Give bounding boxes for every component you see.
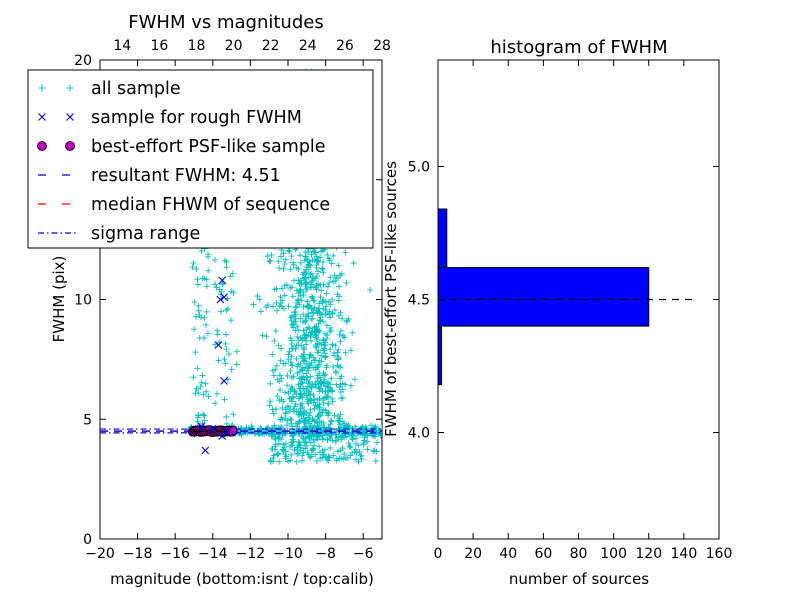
histogram-panel: histogram of FWHM number of sources FWHM… <box>382 37 732 588</box>
top-x-tick-label: 24 <box>299 38 317 54</box>
x-tick-label: 80 <box>570 546 588 562</box>
legend-marker <box>65 141 75 151</box>
x-tick-label: 20 <box>464 546 482 562</box>
scatter-bottom-ticks: −20 −18 −16 −14 −12 −10 −8 −6 <box>85 60 374 562</box>
scatter-title: FWHM vs magnitudes <box>128 12 323 33</box>
histogram-title: histogram of FWHM <box>490 37 667 58</box>
x-tick-label: −12 <box>236 546 266 562</box>
x-tick-label: −10 <box>273 546 303 562</box>
rough-point-b <box>220 293 228 301</box>
histogram-y-ticks: 4.0 4.5 5.0 <box>408 159 719 442</box>
rough-point-b <box>223 427 232 436</box>
legend-item-rough: sample for rough FWHM <box>38 108 302 128</box>
y-tick-label: 5 <box>83 412 92 428</box>
scatter-panel: FWHM vs magnitudes magnitude (bottom:isn… <box>27 12 391 588</box>
scatter-y-label: FWHM (pix) <box>50 256 68 343</box>
top-x-tick-label: 22 <box>262 38 280 54</box>
x-tick-label: 160 <box>706 546 733 562</box>
legend-label: all sample <box>91 79 181 99</box>
x-tick-label: −6 <box>353 546 374 562</box>
x-tick-label: −16 <box>160 546 190 562</box>
x-tick-label: 120 <box>635 546 662 562</box>
rough-point-b <box>201 446 210 455</box>
rough-point-b <box>197 422 206 431</box>
legend-label: resultant FWHM: 4.51 <box>91 166 281 186</box>
x-tick-label: 40 <box>499 546 517 562</box>
rough-sample-points <box>197 276 232 455</box>
histogram-x-ticks: 0 20 40 60 80 100 120 140 160 <box>434 60 733 562</box>
rough-point-b <box>208 424 217 433</box>
histogram-bar <box>437 208 448 269</box>
y-tick-label: 20 <box>74 53 92 69</box>
x-tick-label: 0 <box>434 546 443 562</box>
x-tick-label: −14 <box>198 546 228 562</box>
x-tick-label: −20 <box>85 546 115 562</box>
top-x-tick-label: 26 <box>336 38 354 54</box>
top-x-tick-label: 18 <box>188 38 206 54</box>
legend-item-result: resultant FWHM: 4.51 <box>38 166 281 186</box>
rough-point-b <box>220 377 228 385</box>
rough-point-b <box>218 432 227 440</box>
legend-frame <box>27 69 374 249</box>
histogram-bars <box>437 208 693 386</box>
top-x-tick-label: 16 <box>150 38 168 54</box>
scatter-legend: all sample sample for rough FWHM best-effo… <box>27 69 374 249</box>
x-tick-label: −18 <box>123 546 153 562</box>
top-x-tick-label: 14 <box>113 38 131 54</box>
histogram-y-label: FWHM of best-effort PSF-like sources <box>382 161 400 437</box>
rough-point-b <box>218 276 227 285</box>
histogram-bar <box>437 267 650 327</box>
histogram-bar <box>437 325 443 386</box>
x-tick-label: 140 <box>671 546 698 562</box>
rough-point-b <box>214 341 223 349</box>
psf-sample-points <box>187 425 238 438</box>
legend-label: median FHWM of sequence <box>91 195 330 215</box>
x-tick-label: −8 <box>315 546 336 562</box>
scatter-x-label: magnitude (bottom:isnt / top:calib) <box>110 570 374 588</box>
legend-item-all: all sample <box>38 79 181 99</box>
legend-label: sample for rough FWHM <box>91 108 302 128</box>
y-tick-label: 5.0 <box>408 159 430 175</box>
x-tick-label: 100 <box>600 546 627 562</box>
y-tick-label: 4.5 <box>408 293 430 309</box>
y-tick-label: 10 <box>74 293 92 309</box>
histogram-x-label: number of sources <box>509 570 649 588</box>
legend-item-psf: best-effort PSF-like sample <box>37 137 326 157</box>
legend-label: best-effort PSF-like sample <box>91 137 326 157</box>
legend-marker-b <box>38 113 46 121</box>
x-tick-label: 60 <box>534 546 552 562</box>
rough-point-b <box>216 295 225 304</box>
legend-marker <box>37 141 47 151</box>
legend-label: sigma range <box>91 224 200 244</box>
scatter-top-ticks: 14 16 18 20 22 24 26 28 <box>113 38 391 54</box>
top-x-tick-label: 28 <box>373 38 391 54</box>
legend-marker-b <box>66 113 74 121</box>
legend-item-sigma: sigma range <box>38 224 200 244</box>
y-tick-label: 4.0 <box>408 426 430 442</box>
top-x-tick-label: 20 <box>225 38 243 54</box>
y-tick-label: 0 <box>83 532 92 548</box>
legend-item-median: median FHWM of sequence <box>38 195 330 215</box>
